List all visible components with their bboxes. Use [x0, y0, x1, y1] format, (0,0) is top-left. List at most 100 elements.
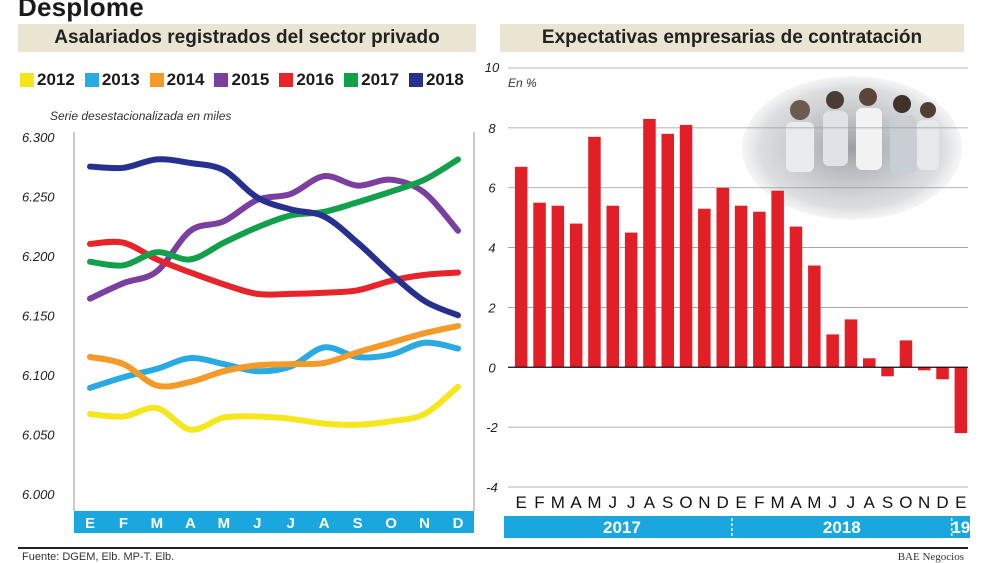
legend-item-2016: 2016 [279, 70, 334, 90]
series-line-2015 [87, 173, 461, 302]
y-tick-label: 4 [488, 241, 495, 256]
legend-item-2017: 2017 [344, 70, 399, 90]
bar-24 [954, 367, 968, 434]
y-tick-label: 6.250 [22, 190, 55, 205]
x-tick-label: E [85, 515, 95, 532]
chart-legend: 2012 2013 2014 2015 2016 2017 2018 [20, 68, 468, 92]
series-line-2018 [87, 156, 461, 319]
series-line-2012 [87, 383, 461, 433]
legend-swatch [84, 73, 99, 87]
y-tick-label: 6 [488, 181, 496, 196]
legend-item-2018: 2018 [408, 70, 464, 90]
left-chart-title: Asalariados registrados del sector priva… [18, 24, 476, 52]
bar-0 [514, 166, 528, 368]
bar-12 [734, 205, 748, 368]
left-chart-subtitle: Serie desestacionalizada en miles [50, 109, 232, 123]
legend-swatch [214, 73, 229, 87]
legend-swatch [149, 73, 164, 87]
series-line-2013 [87, 339, 461, 391]
y-tick-label: 10 [485, 60, 500, 75]
legend-label: 2014 [166, 70, 205, 89]
legend-swatch [408, 73, 423, 87]
x-tick-label: D [453, 515, 464, 532]
x-tick-label: S [882, 493, 893, 512]
legend-swatch [344, 73, 359, 87]
x-tick-label: M [151, 515, 164, 532]
y-tick-label: 8 [488, 121, 496, 136]
bar-8 [661, 133, 674, 368]
bar-19 [863, 358, 876, 368]
bar-11 [716, 187, 729, 368]
x-tick-label: O [679, 493, 692, 512]
x-tick-label: A [644, 493, 656, 512]
x-tick-label: F [119, 515, 128, 532]
x-tick-label: S [662, 493, 673, 512]
x-tick-label: J [287, 515, 295, 532]
x-tick-label: J [847, 493, 856, 512]
x-tick-label: E [516, 493, 527, 512]
x-tick-label: A [790, 493, 802, 512]
x-tick-label: E [735, 493, 746, 512]
x-tick-label: M [218, 515, 231, 532]
x-tick-label: A [570, 493, 582, 512]
bar-18 [844, 319, 858, 368]
x-tick-label: E [955, 493, 966, 512]
year-band [504, 516, 970, 538]
x-tick-label: M [807, 493, 821, 512]
bar-21 [899, 340, 913, 368]
x-tick-label: J [253, 515, 261, 532]
bar-2 [551, 205, 565, 368]
series-line-2016 [87, 238, 461, 298]
x-tick-label: M [587, 493, 601, 512]
x-tick-label: M [771, 493, 785, 512]
x-tick-label: N [698, 493, 710, 512]
legend-swatch [279, 73, 294, 87]
legend-label: 2013 [101, 70, 140, 89]
bar-17 [826, 334, 839, 368]
legend-label: 2015 [231, 70, 270, 89]
bar-20 [881, 367, 894, 377]
right-chart-unit-label: En % [508, 76, 537, 90]
line-chart: 6.000 6.050 6.100 6.150 6.200 6.250 6.300 E F M A M… [22, 130, 475, 533]
legend-label: 2012 [37, 70, 75, 89]
year-label: 19 [951, 518, 970, 537]
x-tick-label: O [899, 493, 912, 512]
bar-5 [606, 205, 619, 368]
x-tick-label: J [609, 493, 618, 512]
x-tick-label: J [828, 493, 837, 512]
legend-item-2014: 2014 [149, 70, 205, 90]
legend-item-2015: 2015 [214, 70, 269, 90]
legend-label: 2017 [361, 70, 399, 89]
x-tick-label: J [627, 493, 636, 512]
bar-6 [624, 232, 638, 368]
x-tick-label: A [864, 493, 876, 512]
footer-brand: BAE Negocios [897, 551, 964, 563]
footer-source: Fuente: DGEM, Elb. MP-T. Elb. [22, 551, 175, 563]
legend-item-2013: 2013 [84, 70, 140, 90]
x-tick-label: F [534, 493, 544, 512]
bar-13 [753, 211, 766, 368]
x-tick-label: A [319, 515, 330, 532]
bar-9 [679, 124, 693, 368]
bar-1 [533, 202, 546, 368]
year-label: 2018 [823, 518, 861, 537]
bar-23 [936, 367, 949, 380]
x-tick-label: M [551, 493, 565, 512]
y-tick-label: 6.000 [22, 487, 55, 502]
x-tick-label: D [717, 493, 729, 512]
bar-16 [808, 265, 821, 368]
y-tick-label: 6.200 [22, 249, 55, 264]
x-tick-label: N [918, 493, 930, 512]
legend-label: 2016 [296, 70, 335, 89]
series-line-2014 [87, 323, 461, 390]
x-tick-label: S [353, 515, 363, 532]
y-tick-label: 6.050 [22, 428, 55, 443]
crowd-photo [742, 76, 962, 220]
x-tick-label: N [419, 515, 430, 532]
series-line-2017 [87, 156, 461, 269]
bar-7 [643, 118, 656, 368]
y-tick-label: -2 [486, 420, 498, 435]
bar-15 [789, 226, 803, 368]
page-title: Desplome [18, 0, 144, 22]
